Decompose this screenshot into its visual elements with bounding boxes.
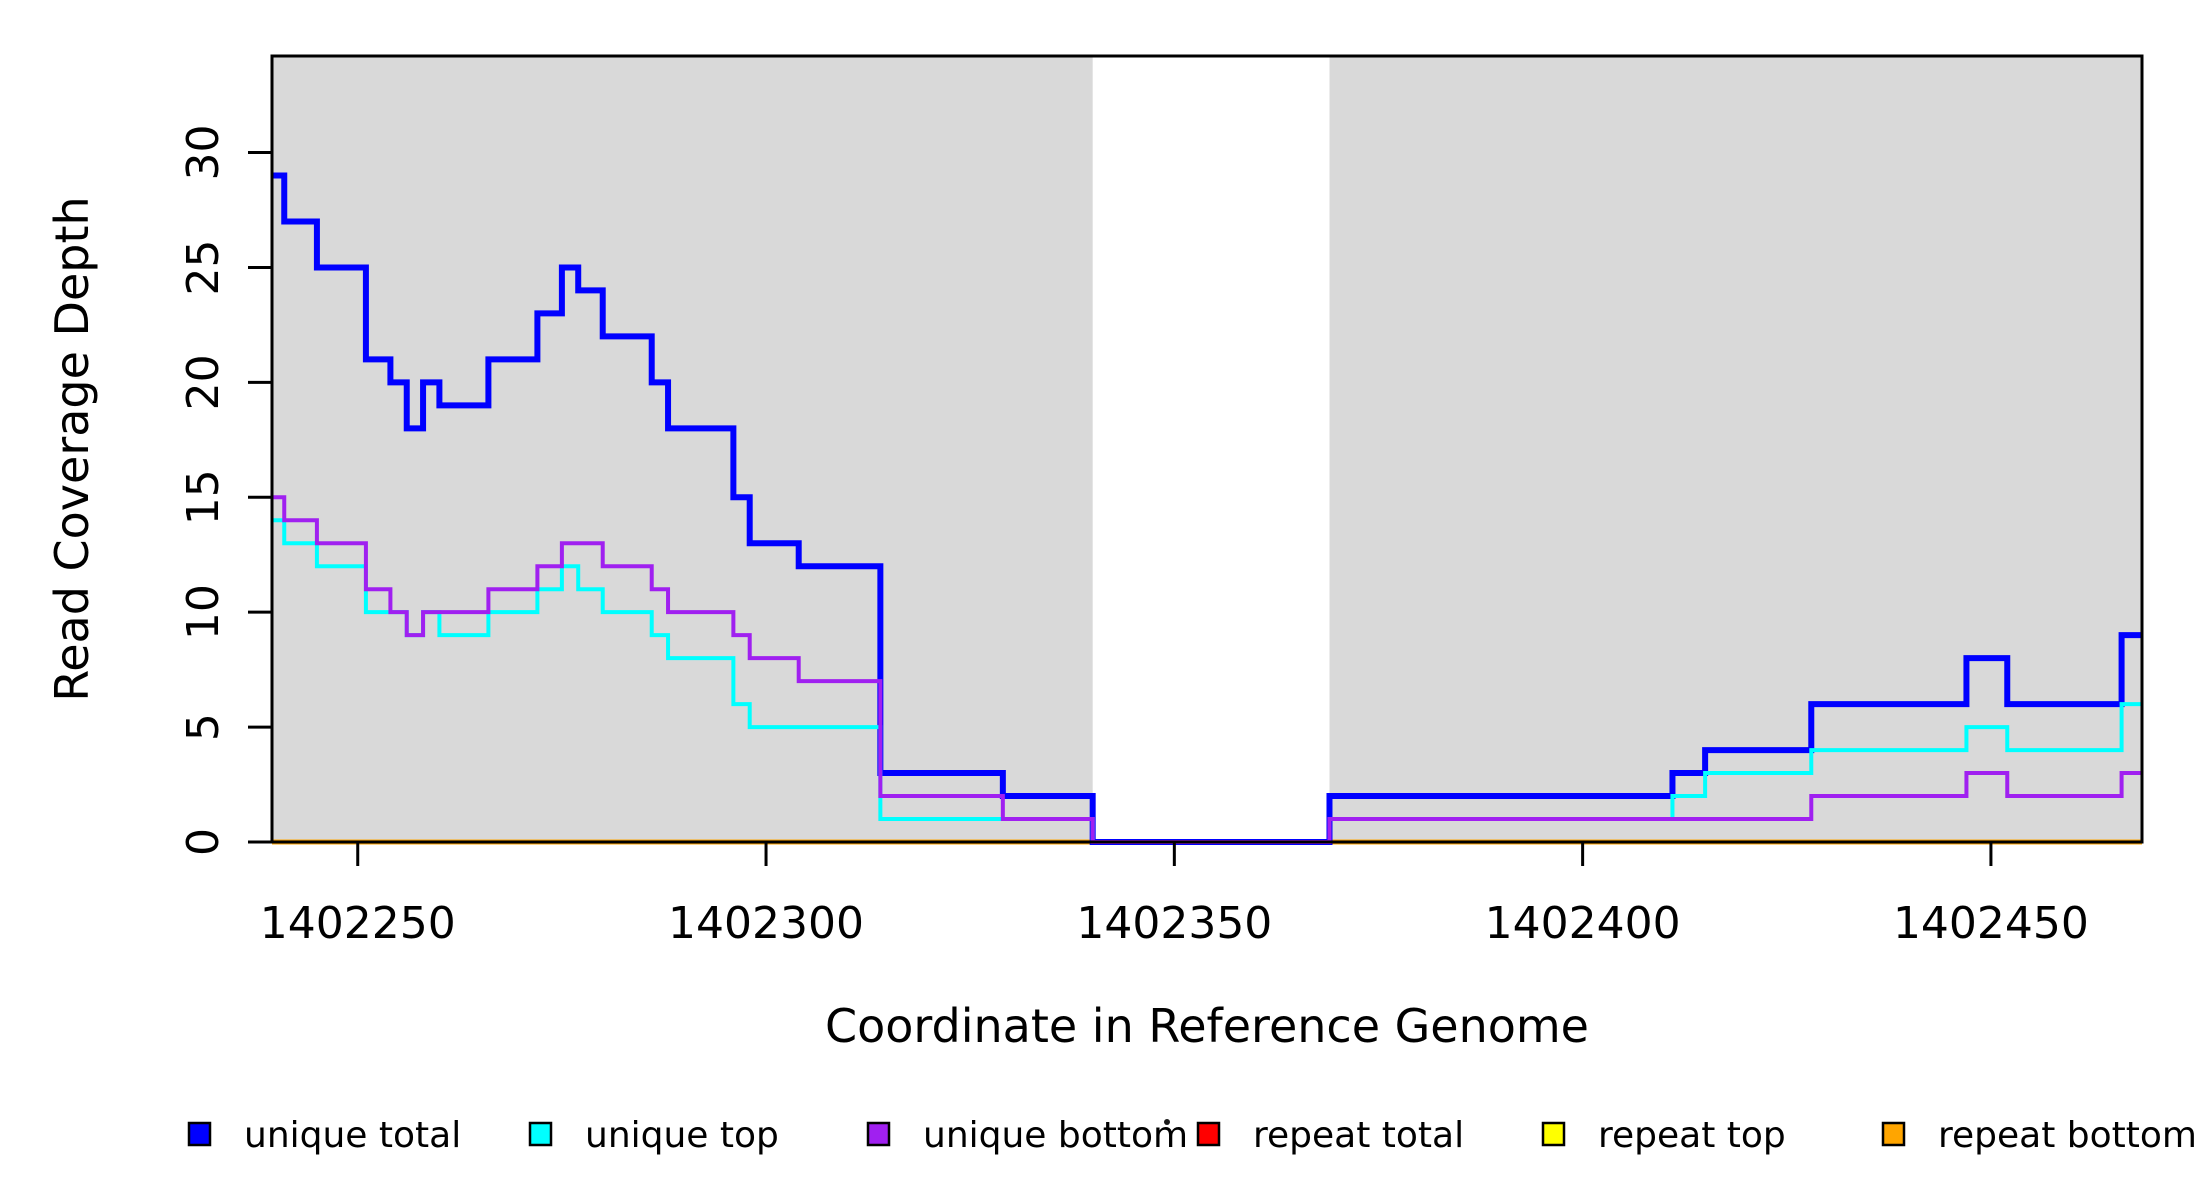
y-tick-label: 30 — [178, 125, 229, 181]
legend-swatch-repeat-top — [1541, 1121, 1566, 1147]
x-tick-label: 1402400 — [1485, 898, 1681, 949]
legend-swatch-unique-top — [528, 1121, 553, 1147]
y-tick-label: 15 — [178, 469, 229, 525]
x-tick-label: 1402450 — [1893, 898, 2089, 949]
stray-point-marker — [1164, 1119, 1170, 1125]
x-tick-label: 1402350 — [1076, 898, 1272, 949]
plot-box — [270, 54, 2144, 844]
panel-background — [272, 56, 1093, 842]
x-tick-label: 1402300 — [668, 898, 864, 949]
y-axis-title: Read Coverage Depth — [45, 196, 99, 701]
legend-label-repeat-total: repeat total — [1253, 1115, 1464, 1156]
legend-swatch-repeat-bottom — [1881, 1121, 1906, 1147]
panel-background — [1329, 56, 2142, 842]
y-tick-label: 10 — [178, 584, 229, 640]
legend: unique total unique top unique bottom repea… — [187, 1115, 2197, 1156]
legend-swatch-unique-bottom — [866, 1121, 891, 1147]
legend-label-repeat-top: repeat top — [1598, 1115, 1786, 1156]
x-tick-label: 1402250 — [260, 898, 456, 949]
series-line-unique-bottom — [272, 495, 2142, 844]
axis-ticks — [248, 151, 1993, 866]
series-line-unique-total — [272, 172, 2142, 845]
legend-label-unique-bottom: unique bottom — [923, 1115, 1188, 1156]
y-tick-label: 20 — [178, 354, 229, 410]
plot-frame — [270, 54, 2144, 844]
legend-swatch-repeat-total — [1196, 1121, 1221, 1147]
y-tick-label: 0 — [178, 828, 229, 856]
y-tick-label: 5 — [178, 713, 229, 741]
legend-swatch-unique-total — [187, 1121, 212, 1147]
legend-label-unique-total: unique total — [244, 1115, 461, 1156]
plot-panels — [272, 56, 2142, 842]
legend-label-unique-top: unique top — [585, 1115, 779, 1156]
y-tick-label: 25 — [178, 239, 229, 295]
legend-label-repeat-bottom: repeat bottom — [1938, 1115, 2197, 1156]
x-axis-title: Coordinate in Reference Genome — [825, 999, 1589, 1053]
axis-tick-labels: 1402250 1402300 1402350 1402400 1402450 0 5 10 1… — [178, 125, 2089, 949]
